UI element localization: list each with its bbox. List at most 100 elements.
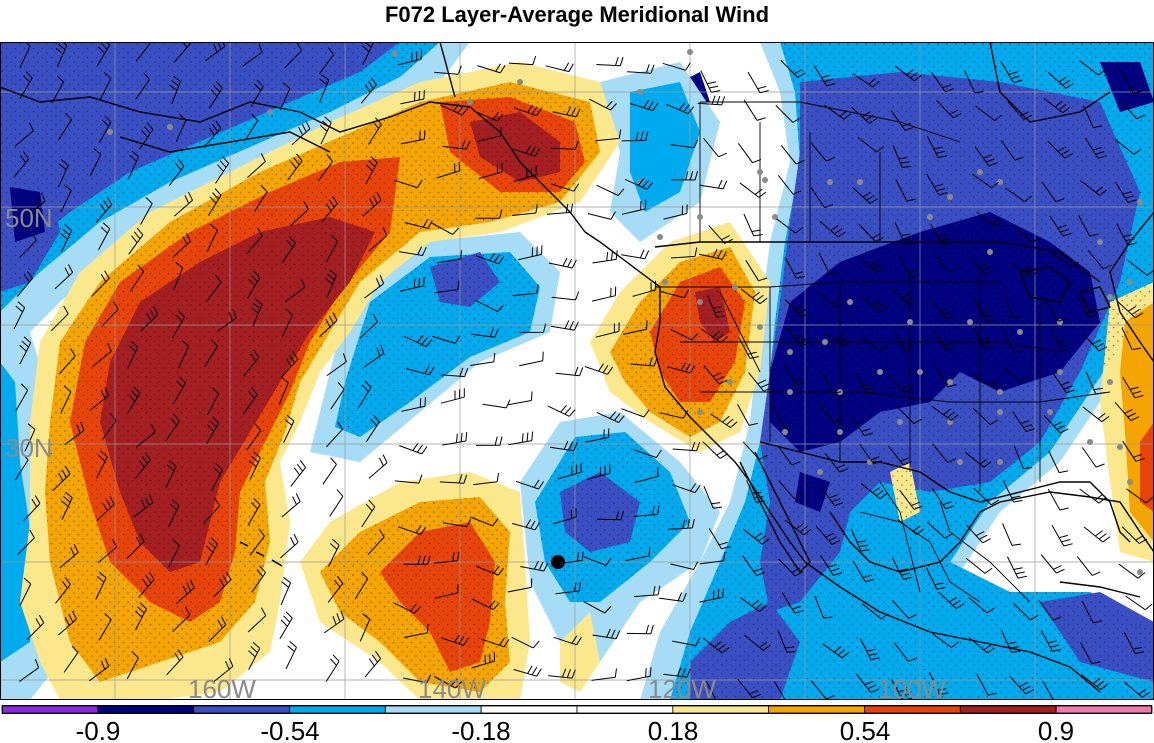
wind-barb: [471, 328, 499, 338]
wind-barb: [899, 489, 923, 510]
wind-barb: [1043, 97, 1071, 114]
wind-barb: [592, 250, 618, 264]
wind-barb: [165, 413, 180, 442]
colorbar-tick-label: -0.18: [451, 716, 510, 743]
wind-barb: [700, 70, 721, 93]
wind-barb: [362, 192, 382, 217]
wind-barb: [368, 454, 388, 479]
wind-barb: [625, 546, 651, 562]
wind-barb: [627, 64, 655, 74]
wind-barb: [511, 204, 538, 216]
wind-barb: [169, 158, 185, 186]
wind-barb: [621, 249, 650, 260]
wind-barb: [778, 558, 804, 577]
wind-barb: [623, 320, 648, 335]
wind-barb: [517, 245, 543, 261]
wind-barb: [968, 637, 996, 654]
wind-barb: [368, 227, 388, 252]
wind-barb: [368, 117, 382, 145]
wind-barb: [703, 365, 728, 385]
wind-barb: [14, 122, 34, 147]
wind-barb: [54, 264, 74, 290]
wind-barb: [97, 538, 117, 564]
wind-barb: [519, 351, 544, 367]
wind-barb: [666, 362, 696, 374]
wind-barb: [24, 423, 36, 452]
lon-label-120w: 120W: [648, 674, 716, 700]
wind-barb: [50, 305, 69, 332]
wind-barb: [1043, 415, 1069, 434]
colorbar-box: [384, 705, 482, 714]
wind-barb: [406, 365, 435, 376]
wind-barb: [1002, 366, 1029, 383]
wind-barb: [1084, 137, 1107, 159]
wind-barb: [97, 222, 111, 251]
wind-barb: [931, 405, 959, 421]
wind-barb: [547, 404, 576, 417]
wind-barb: [746, 480, 766, 503]
colorbar-box: [1055, 705, 1153, 714]
wind-barb: [743, 99, 766, 121]
wind-barb: [557, 463, 582, 480]
wind-barb: [63, 645, 79, 673]
wind-barb: [810, 187, 834, 208]
wind-barb: [281, 351, 299, 378]
wind-barb: [207, 387, 220, 416]
wind-barb: [471, 652, 495, 669]
wind-barb: [737, 404, 758, 426]
wind-barb: [403, 555, 431, 565]
wind-barb: [551, 140, 579, 150]
wind-barb: [172, 310, 185, 339]
wind-barb: [208, 616, 227, 642]
wind-barb: [821, 371, 842, 394]
wind-barb: [854, 372, 876, 395]
wind-barb: [969, 255, 994, 275]
wind-barb: [325, 269, 337, 298]
wind-barb: [621, 408, 650, 418]
wind-barb: [972, 327, 994, 349]
wind-barb: [128, 150, 140, 179]
wind-barb: [434, 583, 459, 599]
wind-barb: [810, 680, 835, 700]
wind-barb: [399, 443, 428, 455]
wind-barb: [129, 264, 145, 292]
colorbar-box: [1, 705, 99, 714]
wind-barb: [173, 261, 184, 291]
wind-barb: [89, 148, 102, 177]
wind-barb: [1006, 556, 1027, 579]
wind-barb: [897, 519, 925, 535]
wind-barb: [513, 165, 537, 183]
wind-barb: [473, 472, 499, 486]
wind-barb: [552, 508, 577, 525]
wind-barb: [1049, 215, 1072, 237]
wind-barb: [974, 300, 996, 323]
wind-barb: [440, 634, 469, 646]
wind-barb: [862, 603, 889, 620]
wind-barb: [89, 387, 110, 411]
wind-barb: [591, 286, 617, 302]
colorbar-box: [193, 705, 290, 714]
wind-barb: [281, 236, 296, 264]
wind-barb: [364, 275, 385, 299]
wind-barb: [930, 71, 954, 93]
wind-barb: [359, 313, 378, 339]
wind-barb: [824, 104, 852, 120]
colorbar-box: [768, 705, 865, 714]
wind-barb: [1051, 524, 1073, 547]
wind-barb: [13, 151, 30, 178]
wind-barb: [290, 459, 306, 487]
wind-barb: [442, 140, 471, 150]
wind-barb: [784, 256, 806, 279]
wind-barb: [968, 597, 995, 614]
wind-barb: [319, 312, 338, 338]
wind-barb: [708, 225, 734, 244]
wind-barb: [659, 592, 687, 602]
wind-barb: [1014, 225, 1041, 243]
wind-barb: [19, 42, 31, 69]
wind-barb: [814, 595, 833, 619]
wind-barb: [778, 480, 803, 500]
wind-barb: [95, 571, 107, 600]
wind-barb: [743, 528, 770, 545]
wind-barb: [976, 211, 1004, 228]
wind-barb: [246, 423, 262, 451]
